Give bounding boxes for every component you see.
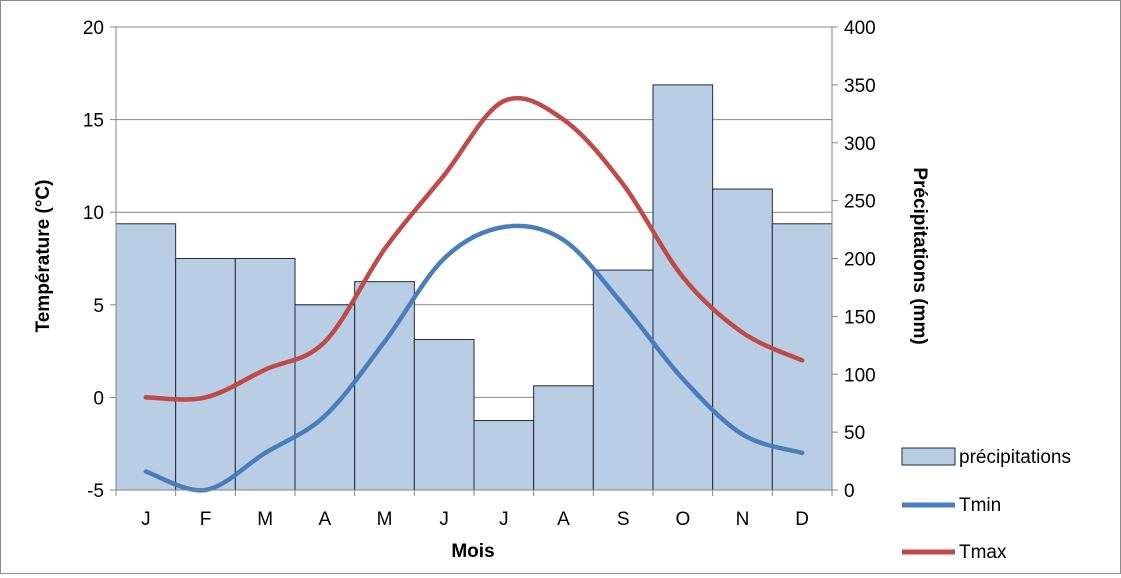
temperature-lines: [143, 95, 805, 493]
left-tick-label: -5: [87, 481, 104, 502]
bar-f-1: [175, 258, 236, 491]
bar-j-0: [115, 223, 177, 491]
bar-d-11: [771, 223, 833, 491]
bar-a-7: [533, 385, 594, 491]
bar-j-6: [473, 420, 535, 491]
left-tick-label: 10: [83, 203, 104, 224]
right-tick-label: 350: [844, 76, 876, 97]
x-tick-label: J: [439, 509, 449, 530]
x-tick-label: O: [675, 509, 690, 530]
line-tmax: [143, 95, 805, 402]
x-tick-label: A: [318, 509, 331, 530]
left-tick-label: 5: [93, 296, 104, 317]
left-tick-label: 0: [93, 388, 104, 409]
right-tick-label: 150: [844, 307, 876, 328]
x-axis-title: Mois: [451, 541, 494, 562]
legend-label-tmin: Tmin: [959, 495, 1001, 516]
right-tick-label: 200: [844, 250, 876, 271]
precipitation-bars: [115, 84, 833, 491]
x-tick-label: M: [257, 509, 273, 530]
legend: précipitations Tmin Tmax: [901, 447, 1071, 563]
x-tick-label: D: [795, 509, 809, 530]
legend-label-precipitations: précipitations: [959, 447, 1071, 468]
x-tick-label: N: [736, 509, 750, 530]
x-tick-label: M: [377, 509, 393, 530]
bar-a-3: [294, 304, 356, 491]
x-tick-label: S: [617, 509, 630, 530]
legend-label-tmax: Tmax: [959, 542, 1007, 563]
left-tick-label: 15: [83, 111, 104, 132]
legend-swatch-precipitations: [901, 447, 956, 466]
x-tick-label: F: [200, 509, 212, 530]
left-axis-ticks: -5 0 5 10 15 20: [83, 18, 116, 502]
bar-n-10: [712, 188, 773, 491]
right-axis-ticks: 0 50 100 150 200 250 300 350 400: [832, 18, 876, 502]
right-tick-label: 100: [844, 365, 876, 386]
x-tick-label: J: [499, 509, 509, 530]
bar-o-9: [652, 84, 714, 491]
right-tick-label: 250: [844, 192, 876, 213]
x-tick-label: J: [141, 509, 151, 530]
line-tmin: [143, 223, 805, 493]
right-axis-title: Précipitations (mm): [909, 167, 930, 344]
left-tick-label: 20: [83, 18, 104, 39]
x-tick-label: A: [557, 509, 570, 530]
right-tick-label: 400: [844, 18, 876, 39]
right-tick-label: 300: [844, 134, 876, 155]
right-tick-label: 0: [844, 481, 855, 502]
left-axis-title: Température (°C): [33, 180, 54, 333]
bar-j-5: [413, 339, 475, 491]
right-tick-label: 50: [844, 423, 865, 444]
